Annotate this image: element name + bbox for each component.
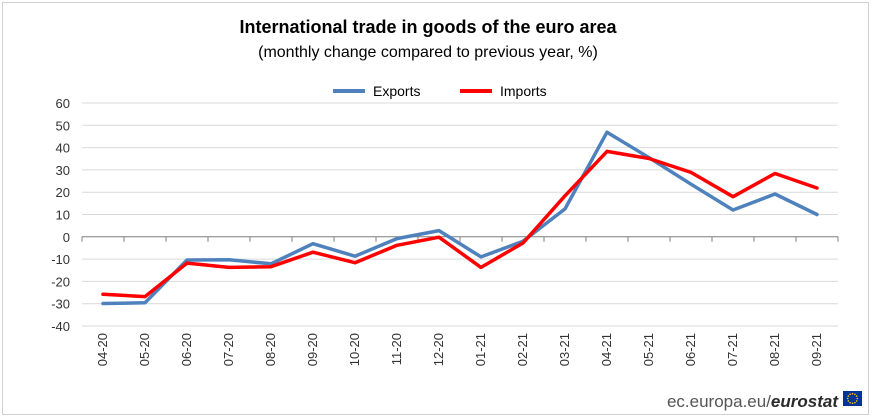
eu-flag-star (849, 401, 851, 404)
x-tick-label: 09-20 (305, 333, 320, 366)
series-line-exports (101, 130, 819, 306)
y-tick-label: -10 (51, 252, 70, 267)
y-tick-label: -30 (51, 297, 70, 312)
x-tick-label: 04-20 (95, 333, 110, 366)
eu-flag-star (854, 393, 856, 396)
footer-url: ec.europa.eu/ (667, 392, 771, 411)
x-tick-label: 04-21 (599, 333, 614, 366)
eu-flag-star (846, 397, 849, 400)
x-axis: 04-20 05-20 06-20 07-20 08-20 09-20 10-20 11-20… (81, 236, 839, 366)
y-axis: 60 50 40 30 20 10 0 -10 -20 -30 -40 (51, 96, 70, 334)
y-tick-label: 10 (56, 208, 70, 223)
x-tick-label: 06-20 (179, 333, 194, 366)
eu-flag-star (851, 392, 854, 395)
series-line-imports (101, 149, 819, 299)
x-tick-label: 03-21 (557, 333, 572, 366)
x-tick-label: 09-21 (809, 333, 824, 366)
y-tick-label: 50 (56, 118, 70, 133)
svg-text:ec.europa.eu/eurostat: ec.europa.eu/eurostat (667, 392, 839, 411)
x-tick-label: 12-20 (431, 333, 446, 366)
x-tick-label: 11-20 (389, 333, 404, 365)
x-tick-label: 02-21 (515, 333, 530, 366)
x-tick-label: 10-20 (347, 333, 362, 366)
chart-subtitle: (monthly change compared to previous yea… (258, 44, 598, 61)
eu-flag-star (847, 400, 850, 402)
y-tick-label: 0 (63, 230, 70, 245)
footer: ec.europa.eu/eurostat (667, 391, 862, 411)
x-tick-label: 07-21 (725, 333, 740, 366)
y-tick-label: 20 (56, 185, 70, 200)
x-tick-label: 05-21 (641, 333, 656, 366)
eu-flag-star (855, 400, 858, 402)
eu-flag-icon (843, 391, 862, 406)
eu-flag-star (855, 395, 858, 397)
x-tick-label: 08-20 (263, 333, 278, 366)
gridlines (82, 102, 838, 327)
legend: Exports Imports (333, 83, 547, 99)
eu-flag-star (856, 397, 859, 400)
y-tick-label: -40 (51, 319, 70, 334)
eu-flag-star (847, 395, 850, 397)
x-tick-label: 05-20 (137, 333, 152, 366)
eu-flag-star (849, 393, 851, 396)
y-tick-label: -20 (51, 274, 70, 289)
chart-frame (2, 2, 869, 415)
y-tick-label: 60 (56, 96, 70, 111)
eu-flag-field (843, 391, 862, 406)
legend-label-imports: Imports (500, 83, 547, 99)
eu-flag-star (854, 401, 856, 404)
x-tick-label: 07-20 (221, 333, 236, 366)
eu-flag-star (851, 402, 854, 405)
footer-brand: eurostat (771, 392, 839, 411)
series-lines (101, 130, 819, 306)
y-tick-label: 40 (56, 141, 70, 156)
y-tick-label: 30 (56, 163, 70, 178)
legend-label-exports: Exports (373, 83, 420, 99)
x-tick-label: 08-21 (767, 333, 782, 366)
chart-title: International trade in goods of the euro… (239, 17, 617, 37)
x-tick-label: 01-21 (473, 333, 488, 366)
x-tick-label: 06-21 (683, 333, 698, 366)
